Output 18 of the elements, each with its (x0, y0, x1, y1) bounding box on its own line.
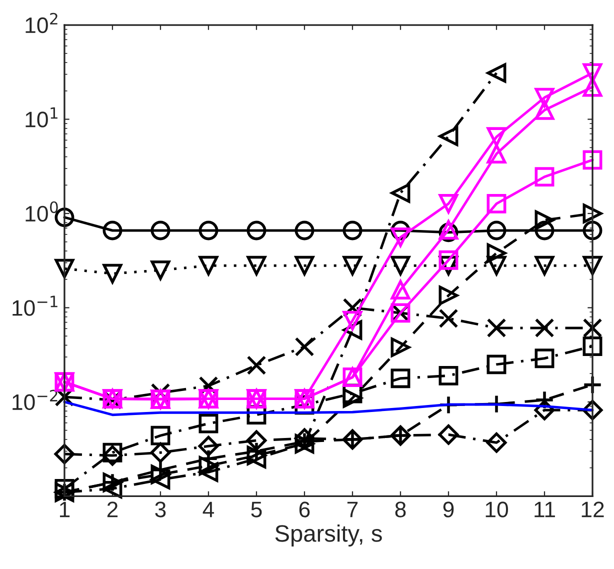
x-tick-label: 8 (395, 502, 406, 518)
y-tick-label: 10$^{2}$ (26, 12, 58, 34)
y-tick-label: 10$^{−2}$ (12, 390, 58, 410)
x-tick-label: 5 (251, 502, 262, 518)
x-tick-label: 12 (582, 502, 604, 518)
x-tick-label: 11 (534, 502, 555, 518)
x-tick-label: 7 (347, 502, 358, 518)
x-tick-label: 3 (155, 502, 166, 518)
y-tick-label: 10$^{1}$ (26, 107, 58, 128)
x-tick-label: 4 (202, 502, 214, 518)
x-tick-label: 2 (107, 502, 118, 518)
x-tick-label: 1 (60, 502, 70, 518)
x-tick-label: 10 (486, 502, 508, 518)
x-tick-label: 9 (443, 502, 454, 518)
x-tick-label: 6 (299, 502, 310, 518)
y-tick-label: 10$^{0}$ (26, 201, 58, 222)
x-axis-title: Sparsity, s (275, 524, 382, 547)
y-tick-label: 10$^{−1}$ (12, 296, 58, 316)
